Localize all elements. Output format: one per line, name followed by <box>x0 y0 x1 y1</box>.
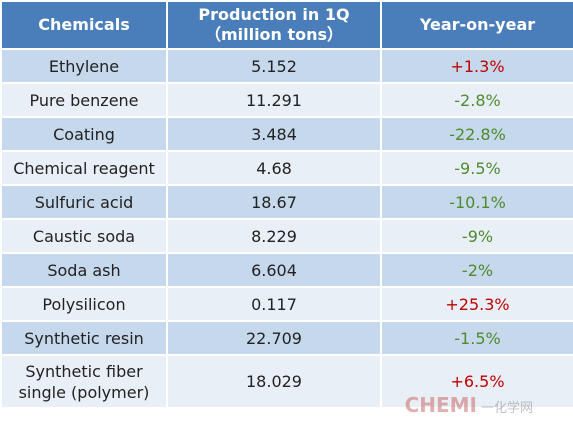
year-on-year: -2.8% <box>380 82 573 118</box>
production: 6.604 <box>166 252 382 288</box>
production: 4.68 <box>166 150 382 186</box>
table-row: Sulfuric acid 18.67 -10.1% <box>0 184 573 220</box>
production: 5.152 <box>166 48 382 84</box>
header-cell: Year-on-year <box>380 0 573 50</box>
production: 22.709 <box>166 320 382 356</box>
table-row: Polysilicon 0.117 +25.3% <box>0 286 573 322</box>
year-on-year: -10.1% <box>380 184 573 220</box>
year-on-year: +25.3% <box>380 286 573 322</box>
header-line: （million tons） <box>204 25 344 44</box>
year-on-year: +6.5% <box>380 354 573 409</box>
chemical-name: Ethylene <box>0 48 168 84</box>
chemical-name: Caustic soda <box>0 218 168 254</box>
year-on-year: -2% <box>380 252 573 288</box>
chemical-name: Synthetic fiber single (polymer) <box>0 354 168 409</box>
watermark-text: 一化学网 <box>480 401 533 416</box>
production: 11.291 <box>166 82 382 118</box>
table-row: Caustic soda 8.229 -9% <box>0 218 573 254</box>
chemical-name: Polysilicon <box>0 286 168 322</box>
table-row: Ethylene 5.152 +1.3% <box>0 48 573 84</box>
header-cell: Chemicals <box>0 0 168 50</box>
watermark-logo: CHEMI <box>404 393 477 417</box>
production: 18.029 <box>166 354 382 409</box>
year-on-year: +1.3% <box>380 48 573 84</box>
table-row: Chemical reagent 4.68 -9.5% <box>0 150 573 186</box>
year-on-year: -9% <box>380 218 573 254</box>
table-row: Pure benzene 11.291 -2.8% <box>0 82 573 118</box>
table-row: Coating 3.484 -22.8% <box>0 116 573 152</box>
production: 18.67 <box>166 184 382 220</box>
year-on-year: -22.8% <box>380 116 573 152</box>
chemical-name: Synthetic resin <box>0 320 168 356</box>
header-cell: Production in 1Q （million tons） <box>166 0 382 50</box>
table-row: Soda ash 6.604 -2% <box>0 252 573 288</box>
year-on-year: -9.5% <box>380 150 573 186</box>
production: 0.117 <box>166 286 382 322</box>
watermark: CHEMI 一化学网 <box>405 393 533 417</box>
production: 8.229 <box>166 218 382 254</box>
header-line: Production in 1Q <box>198 5 350 24</box>
year-on-year: -1.5% <box>380 320 573 356</box>
chemical-name: Sulfuric acid <box>0 184 168 220</box>
table-row: Synthetic resin 22.709 -1.5% <box>0 320 573 356</box>
header-row: Chemicals Production in 1Q （million tons） Y… <box>0 0 573 50</box>
data-table: Chemicals Production in 1Q （million tons） Y… <box>0 0 573 409</box>
chemical-name: Chemical reagent <box>0 150 168 186</box>
chemical-name: Coating <box>0 116 168 152</box>
chemical-name: Pure benzene <box>0 82 168 118</box>
production: 3.484 <box>166 116 382 152</box>
chemical-name: Soda ash <box>0 252 168 288</box>
table-row: Synthetic fiber single (polymer) 18.029 +6… <box>0 354 573 409</box>
